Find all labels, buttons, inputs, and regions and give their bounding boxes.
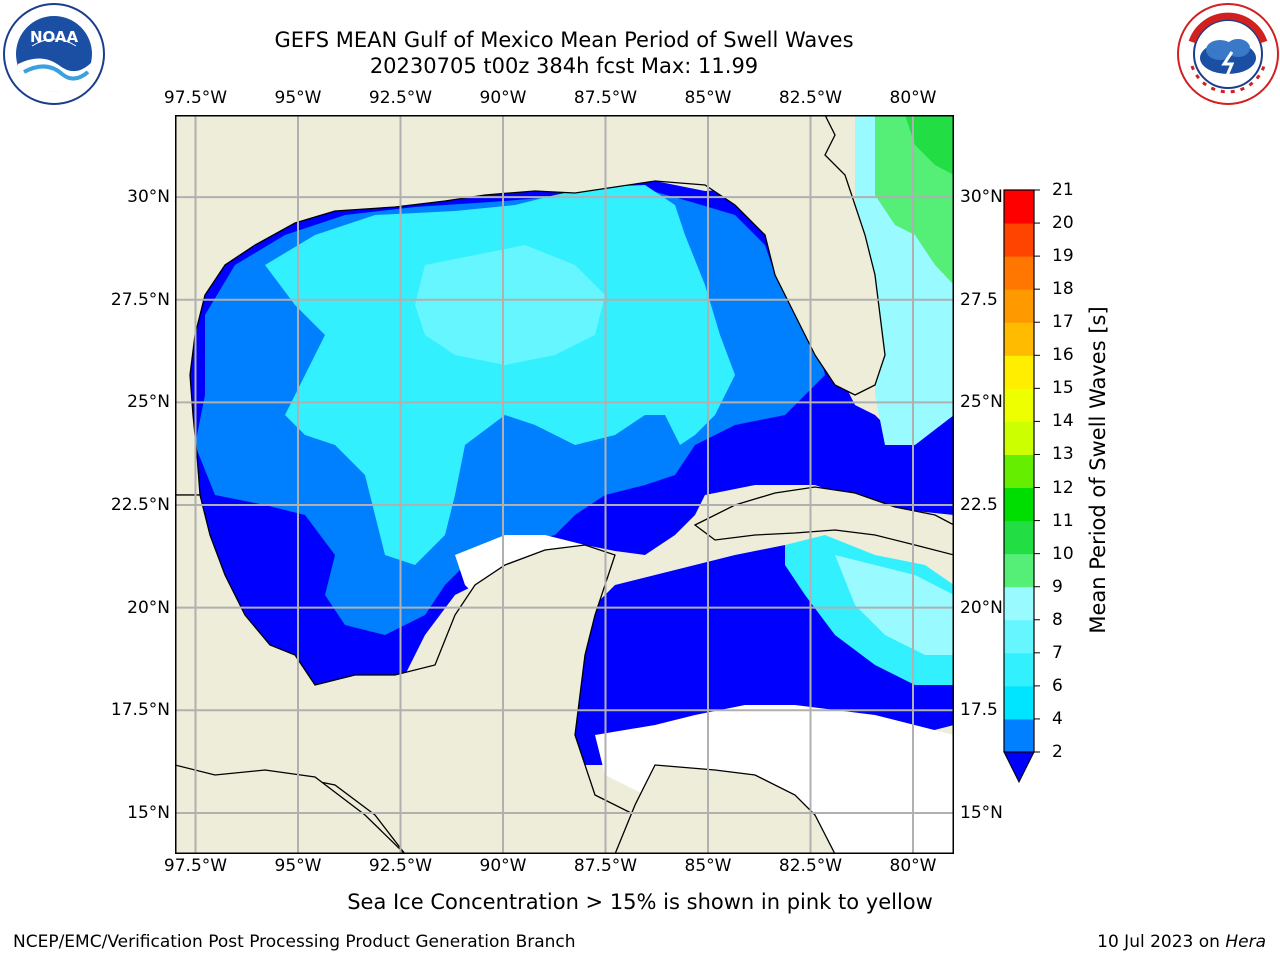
land-cuba [693,486,954,556]
colorbar-tick-label: 16 [1052,345,1074,366]
colorbar-tick-label: 7 [1052,642,1063,663]
colorbar-under-triangle [1003,751,1035,784]
colorbar-tick-label: 2 [1052,742,1063,762]
caribbean-water-8-9s [835,555,954,655]
colorbar-tick-label: 15 [1052,378,1074,399]
nws-logo [1177,3,1279,105]
lat-tick-label: 27.5°N [110,289,170,310]
sea-ice-note: Sea Ice Concentration > 15% is shown in … [347,890,933,914]
gulf-water-6-7s [415,245,605,365]
colorbar-tick-label: 8 [1052,609,1063,630]
lon-tick-label: 92.5°W [368,88,433,108]
colorbar-tick-label: 13 [1052,444,1074,465]
colorbar-tick-label: 6 [1052,675,1063,696]
colorbar-tick-label: 12 [1052,477,1074,498]
colorbar-bin [1004,289,1034,323]
colorbar-bin [1004,355,1034,389]
lat-tick-label: 22.5 [960,495,998,516]
colorbar-tick-label: 20 [1052,213,1074,234]
lon-tick-label: 90°W [479,856,527,876]
lon-tick-label: 92.5°W [368,856,433,876]
colorbar-tick-label: 14 [1052,411,1074,432]
lat-tick-label: 17.5 [960,700,998,721]
colorbar-bin [1004,388,1034,422]
colorbar-bin [1004,553,1034,588]
map-gridlines [175,115,954,854]
colorbar-bin [1004,619,1034,654]
lon-tick-label: 87.5°W [573,856,638,876]
lon-tick-label: 87.5°W [573,88,638,108]
lon-tick-label: 80°W [889,88,937,108]
colorbar-bin [1004,718,1034,753]
lon-tick-label: 95°W [274,856,322,876]
footer-date: 10 Jul 2023 on Hera [1097,932,1266,952]
lon-tick-label: 85°W [684,856,732,876]
lat-tick-label: 20°N [127,597,170,618]
lon-tick-label: 82.5°W [778,88,843,108]
map-frame [175,115,954,854]
colorbar-bin [1004,520,1034,555]
lon-tick-label: 97.5°W [163,856,228,876]
colorbar-bin [1004,223,1034,257]
lat-tick-label: 30°N [960,187,1003,208]
colorbar-tick-label: 19 [1052,246,1074,267]
colorbar-tick-label: 18 [1052,279,1074,300]
gulf-water-4-6s [265,185,735,565]
footer-host: Hera [1225,932,1266,952]
colorbar-bin [1004,256,1034,290]
swell-period-map [175,115,954,854]
colorbar-label: Mean Period of Swell Waves [s] [1086,306,1110,634]
lat-tick-label: 27.5 [960,289,998,310]
lon-tick-label: 80°W [889,856,937,876]
colorbar-bin [1004,322,1034,356]
lat-tick-label: 25°N [127,392,170,413]
lat-tick-label: 17.5°N [110,700,170,721]
lat-tick-label: 15°N [127,802,170,823]
colorbar-bin [1004,685,1034,720]
colorbar-bin [1004,586,1034,621]
footer-producer: NCEP/EMC/Verification Post Processing Pr… [13,932,576,952]
lon-tick-label: 90°W [479,88,527,108]
land-honduras [614,764,836,854]
lon-tick-label: 97.5°W [163,88,228,108]
colorbar-bin [1004,652,1034,687]
colorbar [1003,189,1040,784]
lon-tick-label: 85°W [684,88,732,108]
colorbar-tick-label: 17 [1052,312,1074,333]
colorbar-bin [1004,487,1034,522]
colorbar-tick-label: 11 [1052,510,1074,531]
chart-subtitle: 20230705 t00z 384h fcst Max: 11.99 [369,54,759,78]
colorbar-bin [1004,421,1034,455]
colorbar-bin [1004,454,1034,489]
noaa-logo: NOAA [3,3,105,105]
lat-tick-label: 22.5°N [110,495,170,516]
colorbar-frame [1003,189,1035,753]
atlantic-water-10-11s [905,115,954,175]
chart-title: GEFS MEAN Gulf of Mexico Mean Period of … [274,28,854,52]
colorbar-tick-label: 10 [1052,543,1074,564]
no-data-caribbean-south [595,705,954,854]
colorbar-tick-label: 21 [1052,180,1074,200]
colorbar-tick-label: 9 [1052,576,1063,597]
lon-tick-label: 95°W [274,88,322,108]
lat-tick-label: 25°N [960,392,1003,413]
colorbar-tick-label: 4 [1052,708,1063,729]
lon-tick-label: 82.5°W [778,856,843,876]
lat-tick-label: 20°N [960,597,1003,618]
land-central-america [175,764,406,854]
colorbar-bin [1004,190,1034,224]
lat-tick-label: 30°N [127,187,170,208]
lat-tick-label: 15°N [960,802,1003,823]
